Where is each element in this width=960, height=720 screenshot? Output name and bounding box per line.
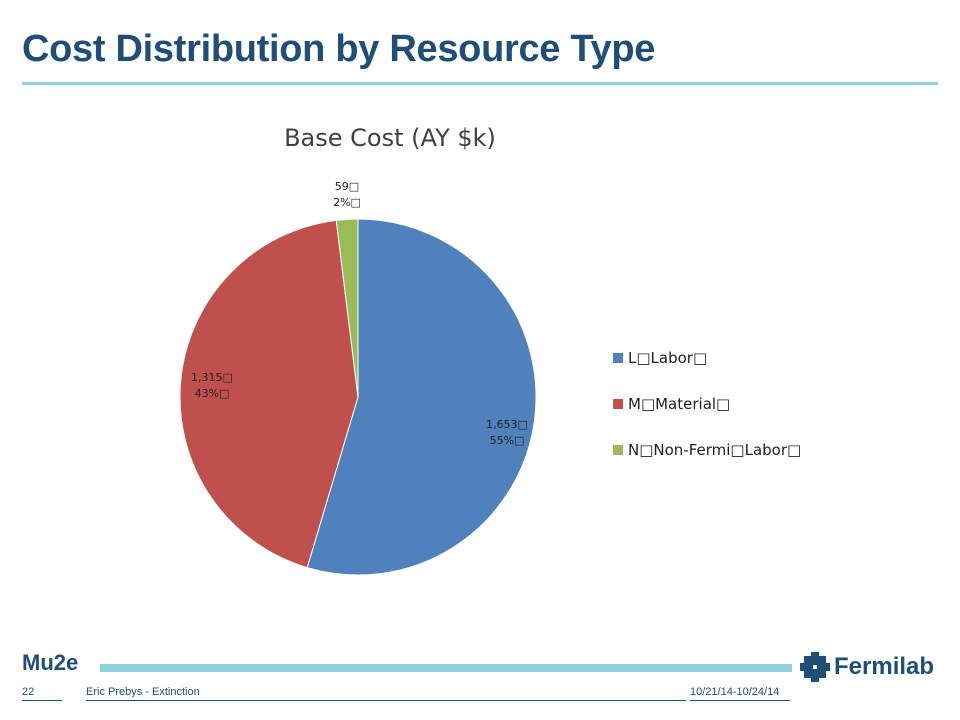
slice-percent-label: 43%□ (195, 387, 230, 400)
legend-label: N□Non-Fermi□Labor□ (628, 441, 801, 459)
slice-value-label: 59□ (335, 180, 359, 193)
chart-title: Base Cost (AY $k) (284, 124, 496, 152)
legend-swatch (613, 399, 623, 409)
slice-percent-label: 2%□ (333, 196, 361, 209)
legend-label: L□Labor□ (628, 349, 707, 367)
fermilab-wordmark: Fermilab (834, 653, 935, 680)
footer-bar (100, 664, 792, 672)
slide-title: Cost Distribution by Resource Type (22, 28, 656, 70)
pie-chart: Base Cost (AY $k) 1,653□ 55%□ 1,315□ 43%□ 59… (179, 124, 801, 576)
footer-author-underline (86, 700, 686, 701)
fermilab-icon (800, 652, 830, 682)
footer-author: Eric Prebys - Extinction (86, 686, 200, 698)
legend-swatch (613, 445, 623, 455)
page-number-underline (22, 700, 62, 701)
title-rule (22, 82, 938, 85)
legend-label: M□Material□ (628, 395, 730, 413)
legend-swatch (613, 353, 623, 363)
slice-value-label: 1,315□ (191, 371, 233, 384)
pie-slice (179, 219, 359, 569)
fermilab-logo: Fermilab (800, 652, 934, 682)
footer-date-underline (690, 700, 790, 701)
pie-slice (306, 218, 537, 576)
slice-percent-label: 55%□ (490, 434, 525, 447)
page-number: 22 (22, 686, 35, 698)
slice-value-label: 1,653□ (486, 418, 528, 431)
footer-date: 10/21/14-10/24/14 (690, 686, 780, 698)
pie-slice (335, 218, 359, 398)
mu2e-logo: Mu2e (22, 650, 79, 675)
